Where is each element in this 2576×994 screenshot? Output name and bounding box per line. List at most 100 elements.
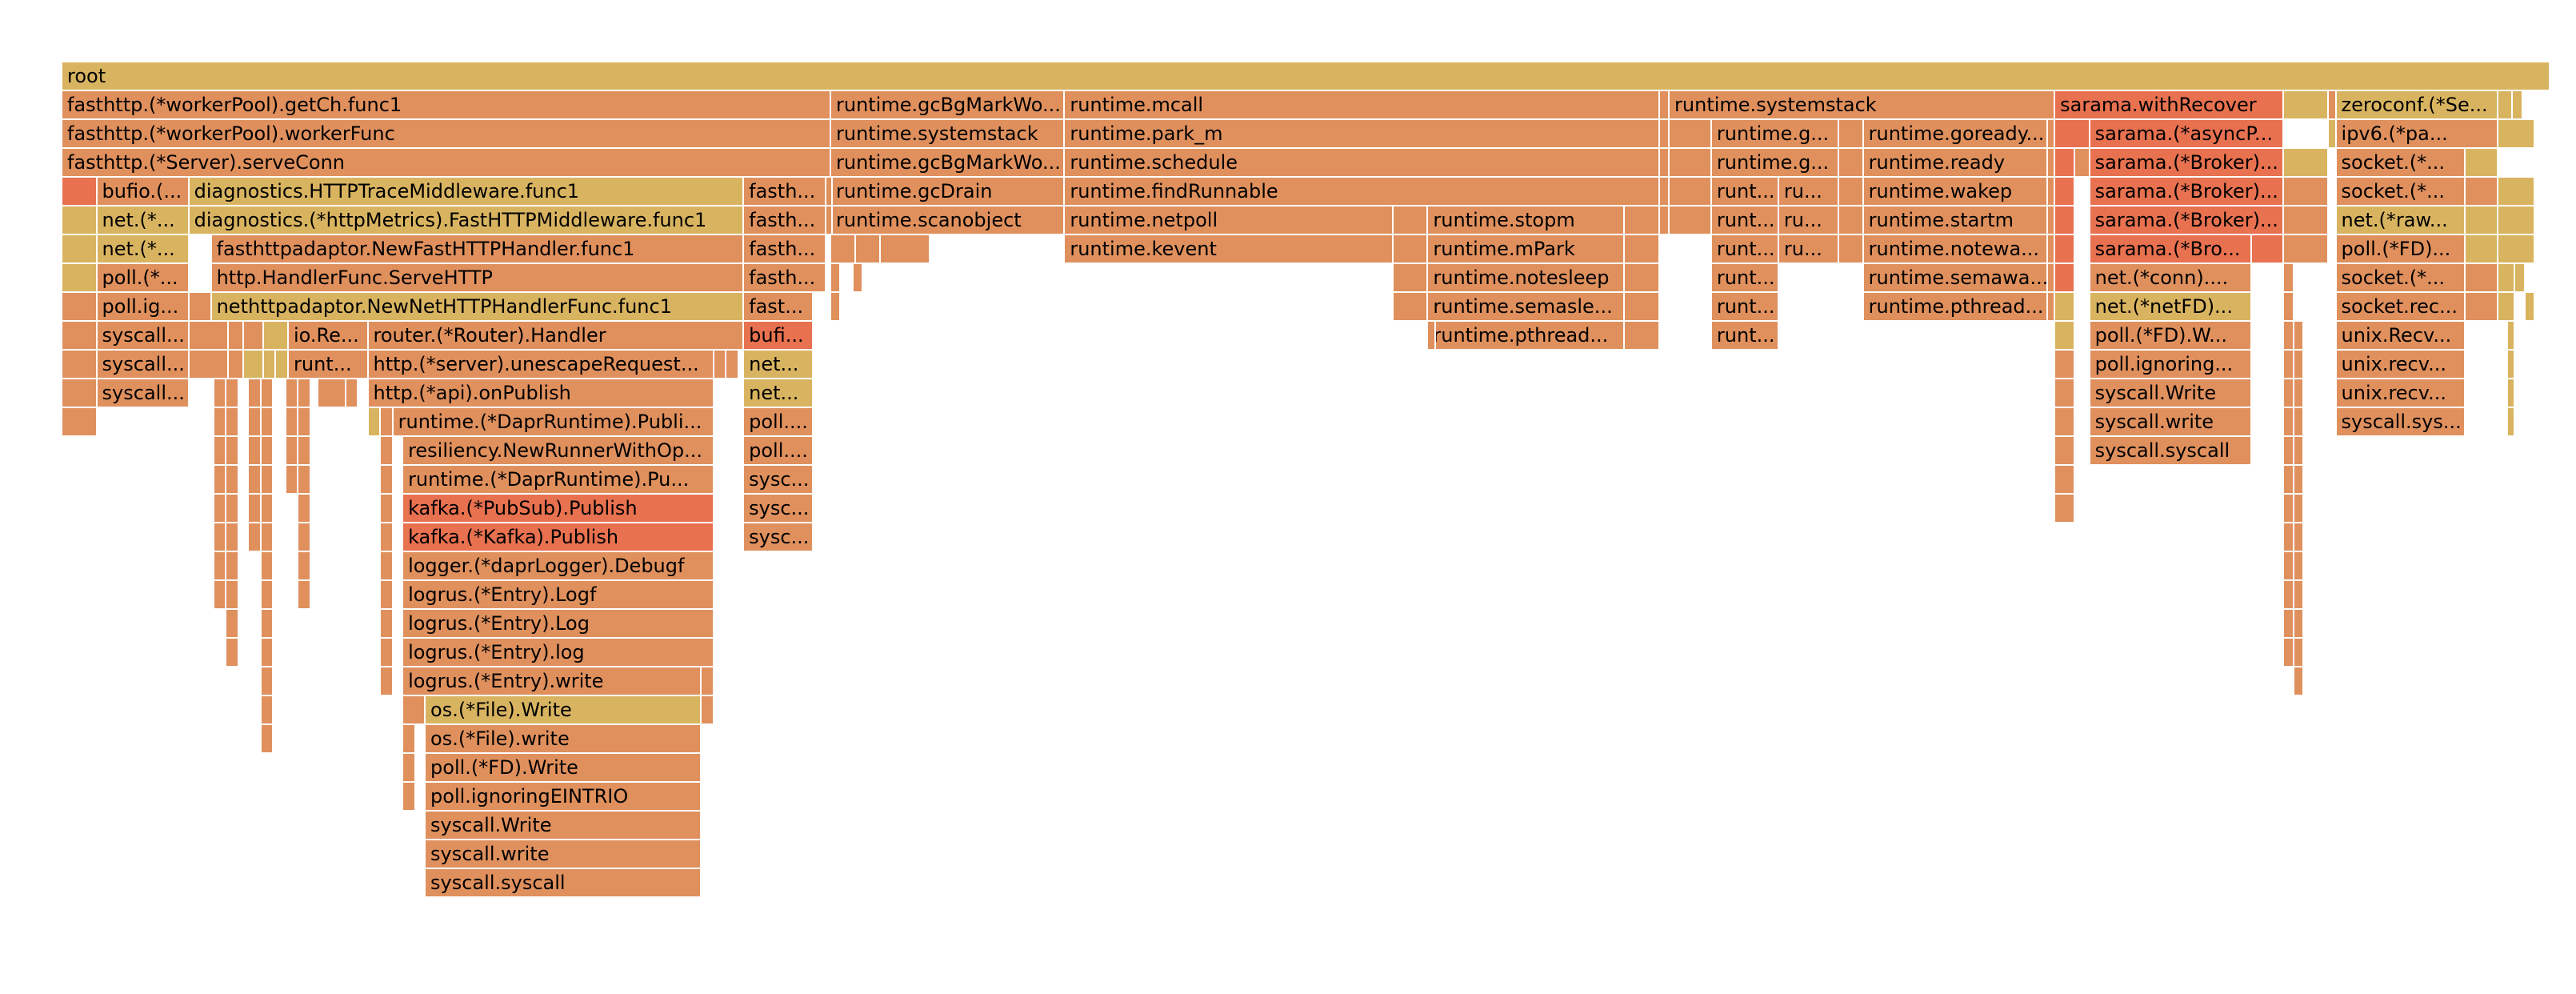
flame-frame[interactable] <box>62 322 98 351</box>
flame-frame[interactable] <box>2047 149 2056 178</box>
flame-frame[interactable] <box>403 725 416 754</box>
flame-frame[interactable]: net.(*raw... <box>2336 206 2466 235</box>
flame-frame[interactable] <box>1393 206 1429 235</box>
flame-frame[interactable] <box>2466 293 2498 322</box>
flame-frame[interactable] <box>2284 495 2294 523</box>
flame-frame[interactable]: runt... <box>1711 206 1779 235</box>
flame-frame[interactable] <box>2055 149 2075 178</box>
flame-frame[interactable]: runtime.kevent <box>1065 235 1394 264</box>
flame-frame[interactable] <box>381 552 394 581</box>
flame-frame[interactable]: poll.ignoringEINTRIO <box>426 783 702 812</box>
flame-frame[interactable]: runtime.startm <box>1863 206 2048 235</box>
flame-frame[interactable] <box>62 408 98 437</box>
flame-frame[interactable] <box>2055 178 2075 206</box>
flame-frame[interactable] <box>1428 322 1436 351</box>
flame-frame[interactable] <box>2284 523 2294 552</box>
flame-frame[interactable]: runtime.scanobject <box>830 206 1066 235</box>
flame-frame[interactable]: runtime.(*DaprRuntime).Pu... <box>403 466 714 495</box>
flame-frame[interactable]: ipv6.(*pa... <box>2336 120 2498 149</box>
flame-frame[interactable] <box>2508 322 2516 351</box>
flame-frame[interactable]: syscall.Write <box>426 812 702 840</box>
flame-frame[interactable] <box>830 293 842 322</box>
flame-frame[interactable] <box>249 437 262 466</box>
flame-frame[interactable] <box>261 581 274 610</box>
flame-frame[interactable] <box>2284 552 2294 581</box>
flame-frame[interactable] <box>2055 351 2075 379</box>
flame-frame[interactable] <box>1838 178 1864 206</box>
flame-frame[interactable]: http.HandlerFunc.ServeHTTP <box>211 264 745 293</box>
flame-frame[interactable]: ru... <box>1778 235 1839 264</box>
flame-frame[interactable] <box>261 408 274 437</box>
flame-frame[interactable] <box>1659 206 1670 235</box>
flame-frame[interactable] <box>853 264 864 293</box>
flame-frame[interactable] <box>2498 235 2536 264</box>
flame-frame[interactable] <box>2251 235 2285 264</box>
flame-frame[interactable]: runtime.semawa... <box>1863 264 2048 293</box>
flame-frame[interactable]: router.(*Router).Handler <box>368 322 745 351</box>
flame-frame[interactable] <box>62 264 98 293</box>
flame-frame[interactable]: syscall.Write <box>2090 379 2252 408</box>
flame-frame[interactable]: runtime.notesleep <box>1428 264 1626 293</box>
flame-frame[interactable]: socket.(*... <box>2336 149 2466 178</box>
flame-frame[interactable]: runt... <box>289 351 369 379</box>
flame-frame[interactable]: socket.(*... <box>2336 264 2466 293</box>
flame-frame[interactable] <box>403 783 416 812</box>
flame-frame[interactable] <box>2047 264 2056 293</box>
flame-frame[interactable] <box>2047 178 2056 206</box>
flame-frame[interactable] <box>2055 437 2075 466</box>
flame-frame[interactable] <box>214 581 227 610</box>
flame-frame[interactable]: runtime.netpoll <box>1065 206 1394 235</box>
flame-frame[interactable] <box>2294 495 2305 523</box>
flame-frame[interactable] <box>298 437 311 466</box>
flame-frame[interactable] <box>2294 581 2305 610</box>
flame-frame[interactable] <box>286 466 299 495</box>
flame-frame[interactable] <box>2508 408 2516 437</box>
flame-frame[interactable] <box>2055 293 2075 322</box>
flame-frame[interactable]: sysc... <box>744 466 814 495</box>
flame-frame[interactable] <box>263 351 277 379</box>
flame-frame[interactable]: net.(*netFD)... <box>2090 293 2252 322</box>
flame-frame[interactable] <box>2055 466 2075 495</box>
flame-frame[interactable] <box>226 408 239 437</box>
flame-frame[interactable]: runtime.semasle... <box>1428 293 1626 322</box>
flame-frame[interactable] <box>226 552 239 581</box>
flame-frame[interactable]: net.(*conn).... <box>2090 264 2252 293</box>
flame-frame[interactable] <box>2515 264 2526 293</box>
flame-frame[interactable]: fasth... <box>744 235 826 264</box>
flame-frame[interactable]: runt... <box>1711 264 1779 293</box>
flame-frame[interactable] <box>2498 206 2536 235</box>
flame-frame[interactable] <box>62 293 98 322</box>
flame-frame[interactable] <box>62 379 98 408</box>
flame-frame[interactable] <box>226 581 239 610</box>
flame-frame[interactable] <box>381 523 394 552</box>
flame-frame[interactable] <box>261 667 274 696</box>
flame-frame[interactable] <box>1670 120 1712 149</box>
flame-frame[interactable]: poll.(*... <box>97 264 190 293</box>
flame-frame[interactable] <box>286 437 299 466</box>
flame-frame[interactable] <box>1838 149 1864 178</box>
flame-frame[interactable] <box>249 523 262 552</box>
flame-frame[interactable]: poll.(*FD)... <box>2336 235 2466 264</box>
flame-frame[interactable] <box>226 466 239 495</box>
flame-frame[interactable] <box>826 206 833 235</box>
flame-frame[interactable]: root <box>62 62 2550 91</box>
flame-frame[interactable] <box>346 379 359 408</box>
flame-frame[interactable] <box>2284 206 2330 235</box>
flame-frame[interactable]: fasthttp.(*workerPool).getCh.func1 <box>62 91 831 120</box>
flame-frame[interactable] <box>381 495 394 523</box>
flame-frame[interactable] <box>881 235 931 264</box>
flame-frame[interactable] <box>2055 206 2075 235</box>
flame-frame[interactable]: ru... <box>1778 206 1839 235</box>
flame-frame[interactable]: runtime.gcDrain <box>830 178 1066 206</box>
flame-frame[interactable] <box>249 408 262 437</box>
flame-frame[interactable] <box>2055 120 2090 149</box>
flame-frame[interactable] <box>249 495 262 523</box>
flame-frame[interactable] <box>226 495 239 523</box>
flame-frame[interactable] <box>2294 552 2305 581</box>
flame-frame[interactable] <box>298 523 311 552</box>
flame-frame[interactable] <box>2284 264 2294 293</box>
flame-frame[interactable]: syscall.syscall <box>426 869 702 898</box>
flame-frame[interactable] <box>1393 293 1429 322</box>
flame-frame[interactable]: runtime.pthread... <box>1428 322 1626 351</box>
flame-frame[interactable] <box>62 206 98 235</box>
